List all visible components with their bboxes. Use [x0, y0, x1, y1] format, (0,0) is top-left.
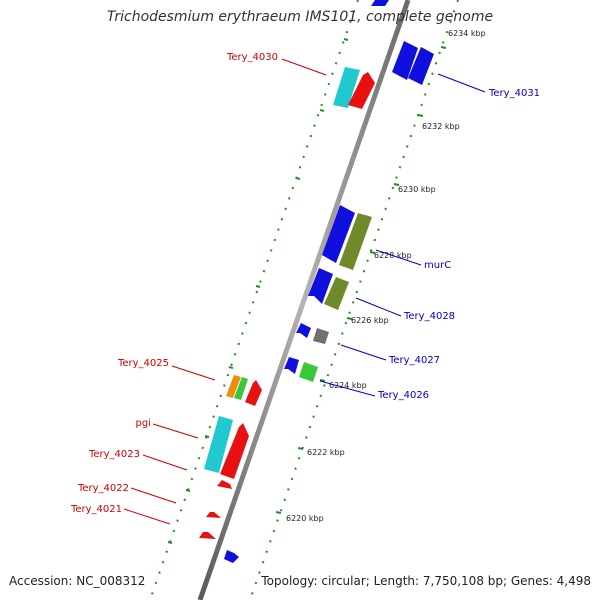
gene-label-pgi: pgi [136, 418, 151, 429]
tick-label-6222: 6222 kbp [307, 448, 345, 457]
tick-label-6224: 6224 kbp [329, 381, 367, 390]
map-title: Trichodesmium erythraeum IMS101, complet… [106, 9, 494, 25]
gene-label-tery-4025: Tery_4025 [117, 358, 169, 369]
gene-label-tery-4028: Tery_4028 [403, 311, 455, 322]
feature-tery-4023-red [220, 423, 249, 479]
accession-text: Accession: NC_008312 [9, 574, 146, 588]
feature-pgi-cyan [204, 416, 233, 473]
label-leaders [123, 58, 486, 525]
leader-tery-4023 [142, 454, 188, 471]
leader-tery-4022 [130, 487, 177, 504]
gene-label-tery-4022: Tery_4022 [77, 483, 129, 494]
feature-murc-blue [322, 205, 355, 263]
feature-tery-4030-red [348, 72, 375, 109]
outer-major-ticks [167, 38, 349, 544]
gene-label-tery-4021: Tery_4021 [70, 504, 122, 515]
leader-tery-4026 [319, 380, 376, 397]
gene-label-tery-4031: Tery_4031 [488, 88, 540, 99]
gene-label-tery-4026: Tery_4026 [377, 390, 429, 401]
leader-tery-4031 [437, 73, 486, 93]
feature-tery-4030-cyan [333, 67, 360, 108]
leader-murc [375, 249, 422, 266]
feature-tery-4025-orange [226, 375, 241, 398]
leader-tery-4027 [340, 344, 387, 361]
gene-labels: Tery_4030 Tery_4031 murC Tery_4028 Tery_… [70, 52, 540, 515]
leader-pgi [152, 423, 199, 439]
feature-tery-4027-blue [296, 323, 311, 338]
feature-murc-olive [339, 213, 372, 270]
gene-label-tery-4023: Tery_4023 [88, 449, 140, 460]
feature-tery-4031-a [392, 41, 418, 80]
tick-label-6232: 6232 kbp [422, 122, 460, 131]
leader-tery-4028 [355, 297, 402, 317]
leader-tery-4021 [123, 508, 171, 525]
gene-label-tery-4027: Tery_4027 [388, 355, 440, 366]
features [199, 0, 434, 563]
feature-tery-4022-red [217, 480, 232, 489]
feature-tery-4027-gray [313, 328, 329, 344]
inner-major-ticks [275, 46, 447, 514]
tick-label-6234: 6234 kbp [448, 29, 486, 38]
leader-tery-4025 [171, 365, 216, 381]
inner-tick-ring [249, 0, 459, 600]
feature-tery-4021-red-b [199, 532, 216, 539]
feature-tery-4025-red [245, 380, 262, 406]
tick-label-6230: 6230 kbp [398, 185, 436, 194]
feature-tery-4026-blue [284, 357, 299, 374]
genome-backbone [197, 0, 411, 600]
tick-label-6226: 6226 kbp [351, 316, 389, 325]
outer-tick-ring [149, 0, 359, 600]
tick-label-6220: 6220 kbp [286, 514, 324, 523]
feature-blue-bottom [224, 550, 239, 563]
feature-tery-4021-red-a [206, 512, 221, 518]
genome-info-text: Topology: circular; Length: 7,750,108 bp… [261, 574, 591, 588]
feature-tery-4025-green [234, 377, 248, 400]
feature-tery-4026-green [299, 362, 318, 382]
leader-tery-4030 [281, 58, 327, 76]
feature-tery-4028-olive [324, 277, 349, 310]
feature-tery-4028-blue [308, 268, 333, 304]
feature-blue-top [371, 0, 389, 6]
gene-label-murc: murC [424, 260, 451, 271]
feature-tery-4031-b [408, 47, 434, 85]
gene-label-tery-4030: Tery_4030 [226, 52, 278, 63]
